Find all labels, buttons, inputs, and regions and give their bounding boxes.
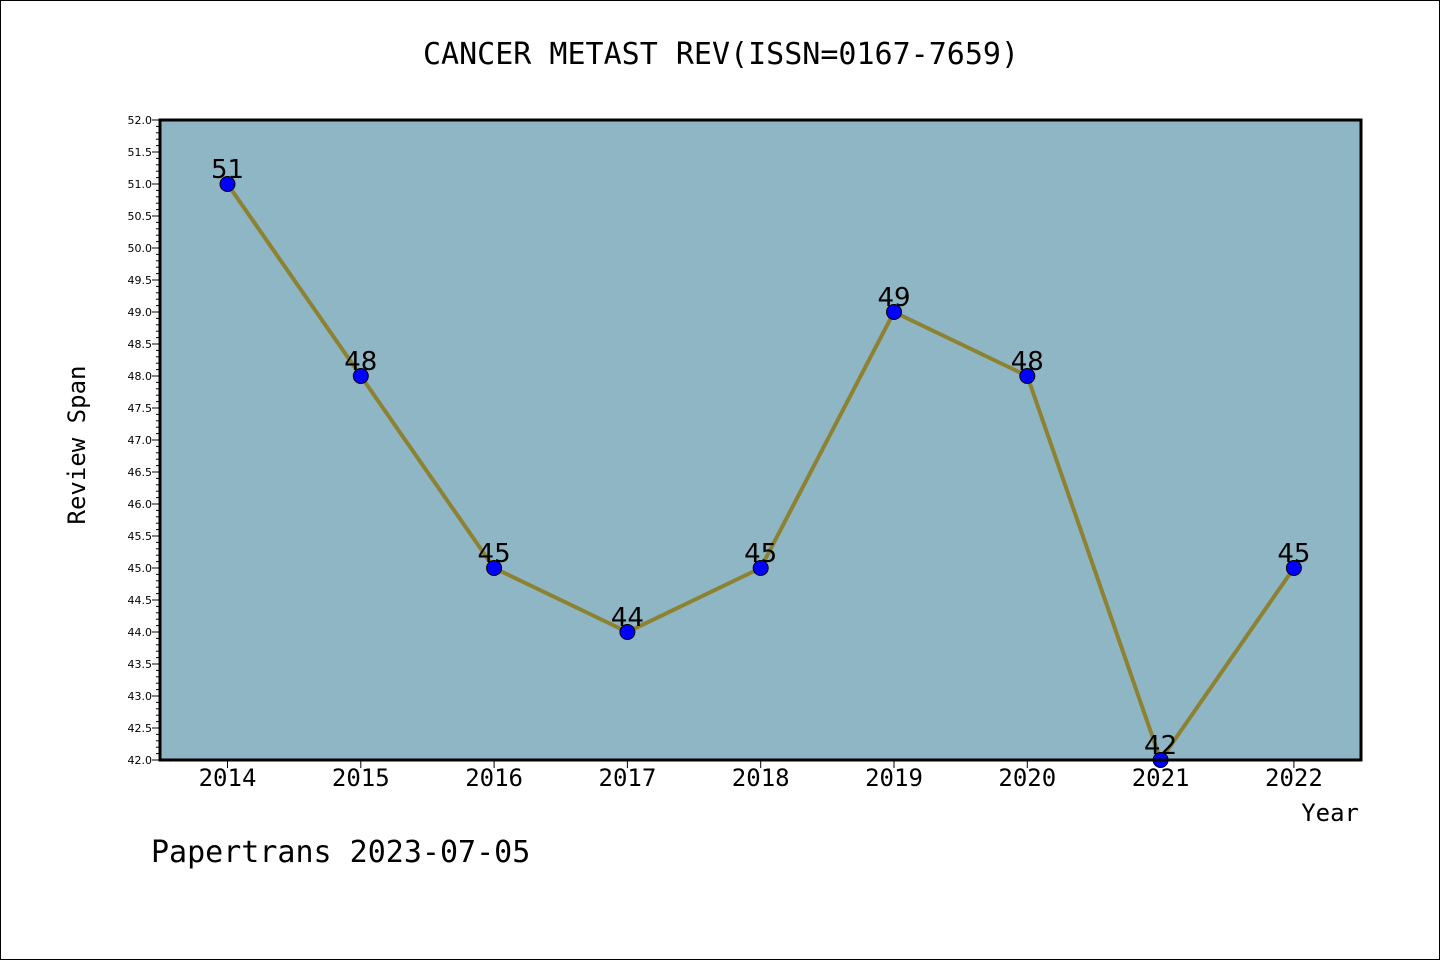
y-tick-label: 47.0: [128, 434, 153, 447]
y-tick-label: 42.5: [128, 722, 153, 735]
data-point: [219, 176, 236, 192]
y-tick-label: 48.5: [128, 338, 153, 351]
x-tick-label: 2022: [1265, 764, 1323, 792]
y-tick-label: 49.5: [128, 274, 153, 287]
y-tick-label: 50.5: [128, 210, 153, 223]
data-label: 44: [611, 603, 644, 633]
data-point: [1285, 560, 1302, 576]
y-tick-label: 47.5: [128, 402, 153, 415]
y-tick-label: 51.5: [128, 146, 153, 159]
data-label: 48: [1011, 347, 1044, 377]
y-tick-label: 45.0: [128, 562, 153, 575]
data-point: [352, 368, 369, 384]
footer-stamp: Papertrans 2023-07-05: [151, 835, 531, 870]
y-tick-label: 43.0: [128, 690, 153, 703]
y-tick-label: 51.0: [128, 178, 153, 191]
y-tick-label: 49.0: [128, 306, 153, 319]
data-label: 51: [211, 155, 244, 185]
data-point: [886, 304, 902, 320]
data-point: [619, 624, 636, 640]
x-tick-label: 2014: [199, 764, 257, 792]
y-tick-label: 44.5: [128, 594, 153, 607]
data-point: [1019, 368, 1036, 384]
y-tick-label: 45.5: [128, 530, 153, 543]
x-tick-label: 2016: [465, 764, 523, 792]
data-point: [752, 560, 769, 576]
y-tick-label: 52.0: [128, 114, 153, 127]
plot-frame: [158, 118, 1363, 762]
y-tick-label: 44.0: [128, 626, 153, 639]
x-axis-label: Year: [1301, 799, 1359, 827]
y-tick-label: 43.5: [128, 658, 153, 671]
x-tick-label: 2015: [332, 764, 390, 792]
data-label: 42: [1144, 731, 1177, 761]
plot-area: [160, 120, 1361, 760]
data-label: 45: [1277, 539, 1310, 569]
x-tick-label: 2018: [732, 764, 790, 792]
data-label: 48: [344, 347, 377, 377]
y-tick-label: 42.0: [128, 754, 153, 767]
y-tick-label: 46.5: [128, 466, 153, 479]
x-tick-label: 2019: [865, 764, 923, 792]
x-tick-label: 2021: [1132, 764, 1190, 792]
data-label: 45: [744, 539, 777, 569]
x-tick-label: 2020: [998, 764, 1056, 792]
chart-title: CANCER METAST REV(ISSN=0167-7659): [422, 37, 1020, 72]
data-point: [486, 560, 503, 576]
y-tick-label: 48.0: [128, 370, 153, 383]
x-tick-label: 2017: [599, 764, 657, 792]
data-label: 45: [478, 539, 511, 569]
y-tick-label: 46.0: [128, 498, 153, 511]
data-label: 49: [877, 283, 910, 313]
y-tick-label: 50.0: [128, 242, 153, 255]
